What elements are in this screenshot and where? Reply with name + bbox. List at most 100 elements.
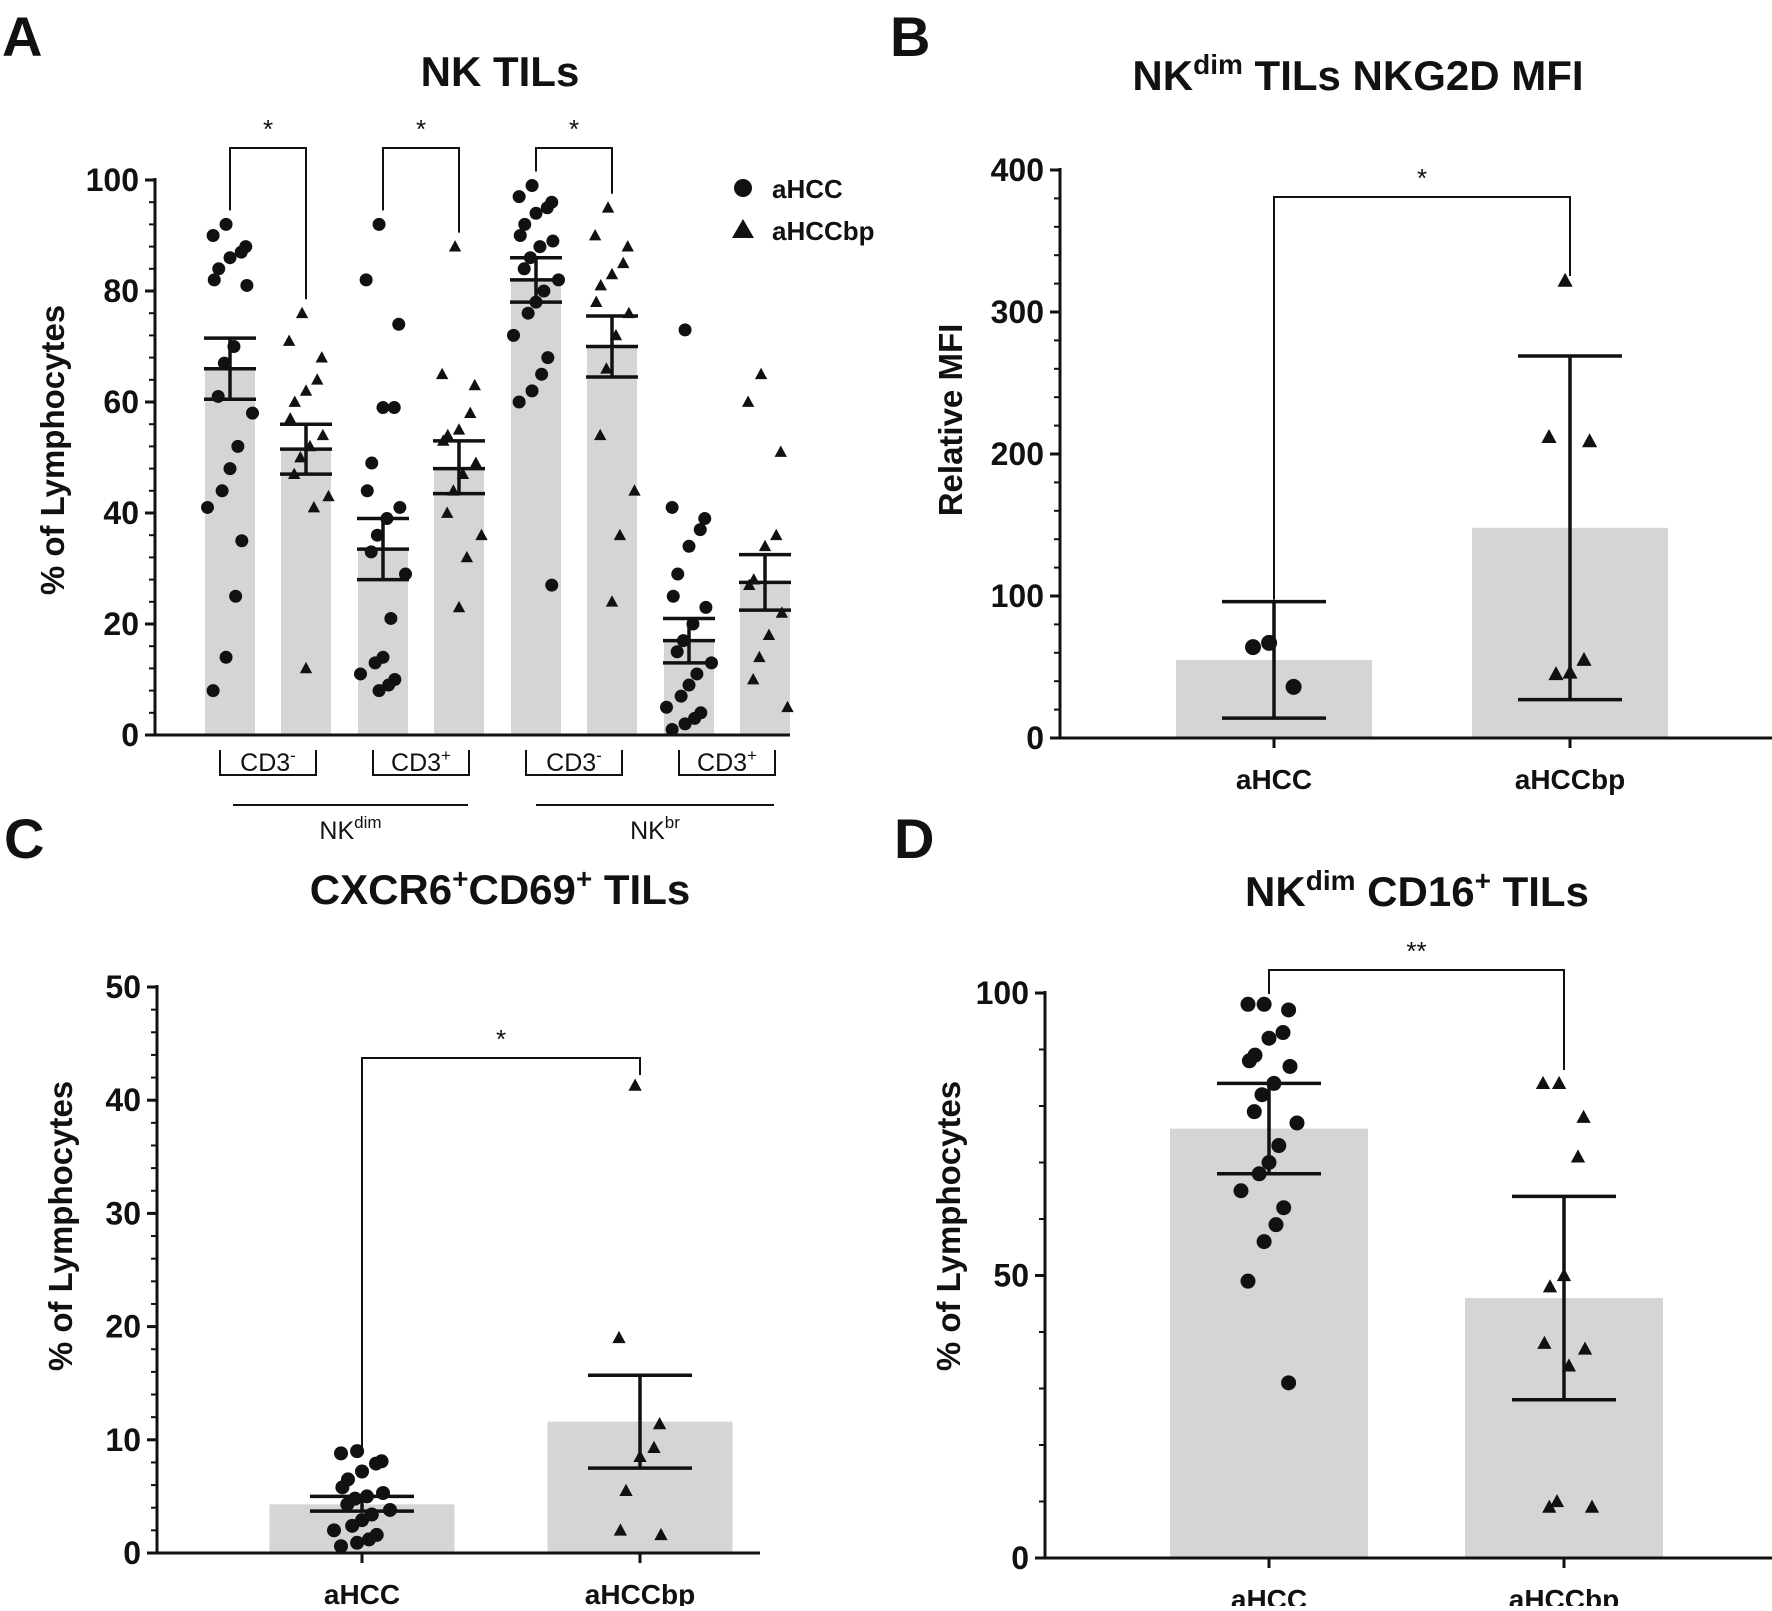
panel-a-point-ahcc [219, 217, 233, 231]
panel-a-point-ahcc [671, 567, 685, 581]
panel-a-point-ahcc [523, 251, 537, 265]
panel-a-point-ahcc [665, 722, 679, 736]
panel-b-point-ahccbp [1548, 666, 1564, 681]
panel-a-point-ahccbp [762, 628, 776, 640]
panel-a-point-ahcc [392, 317, 406, 331]
panel-d-point-ahcc [1240, 996, 1256, 1012]
panel-d-point-ahcc [1241, 1053, 1257, 1069]
legend-label-ahcc: aHCC [772, 174, 843, 204]
panel-a-point-ahcc [399, 567, 412, 581]
panel-a-category-label: CD3- [240, 746, 296, 777]
panel-d-point-ahccbp [1570, 1149, 1586, 1163]
panel-d-point-ahcc [1256, 996, 1272, 1012]
panel-d-point-ahcc [1282, 1058, 1298, 1074]
panel-a-point-ahcc [525, 179, 539, 193]
panel-a-point-ahccbp [609, 328, 623, 341]
legend-label-ahccbp: aHCCbp [772, 216, 875, 246]
panel-letter-d: D [894, 807, 934, 870]
panel-a-point-ahcc [665, 500, 679, 514]
panel-c-point-ahccbp [647, 1440, 661, 1453]
panel-a-ylabel: % of Lymphocytes [34, 305, 71, 595]
panel-a-point-ahccbp [770, 528, 783, 541]
panel-a-point-ahccbp [775, 606, 789, 618]
panel-d-point-ahccbp [1584, 1499, 1600, 1513]
panel-a-point-ahcc [517, 262, 531, 276]
panel-d-point-ahcc [1261, 1030, 1277, 1046]
panel-a-point-ahcc [513, 229, 527, 242]
panel-d-title: NKdim CD16+ TILs [1245, 865, 1589, 915]
panel-c-point-ahcc [362, 1532, 376, 1547]
panel-b-point-ahccbp [1557, 272, 1573, 287]
panel-a-point-ahcc [540, 201, 554, 215]
panel-b-chart: 0 100 200 300 400 aHCC aHCCbp * [991, 152, 1772, 795]
panel-a-point-ahcc [219, 650, 233, 664]
panel-a-category-label: CD3- [546, 746, 602, 777]
panel-a-point-ahccbp [295, 306, 309, 319]
panel-d-point-ahcc [1254, 1087, 1270, 1103]
panel-c-point-ahcc [335, 1480, 350, 1495]
panel-a-ytick-label: 0 [121, 717, 139, 753]
panel-a-category-bracket [372, 750, 470, 776]
panel-a-ytick-label: 60 [103, 384, 139, 420]
panel-c-point-ahcc [376, 1486, 390, 1501]
panel-b-ytick-label: 0 [1026, 720, 1044, 756]
panel-a-bar-2 [281, 449, 331, 735]
panel-d-point-ahccbp [1561, 1358, 1577, 1372]
panel-a-point-ahcc [705, 656, 718, 670]
panel-a-point-ahcc [552, 273, 565, 287]
panel-c-point-ahcc [334, 1446, 348, 1461]
panel-a-point-ahccbp [316, 428, 330, 441]
panel-a-point-ahccbp [452, 423, 466, 435]
panel-b-point-ahccbp [1582, 433, 1598, 448]
panel-a-point-ahcc [384, 611, 398, 625]
panel-d-point-ahcc [1281, 1375, 1297, 1391]
panel-c-point-ahcc [359, 1489, 374, 1504]
panel-a-point-ahccbp [747, 673, 760, 685]
panel-a-point-ahcc [537, 284, 551, 298]
panel-b-ytick-label: 200 [991, 436, 1044, 472]
panel-letter-a: A [2, 5, 42, 68]
panel-a-point-ahccbp [294, 451, 307, 463]
panel-a-point-ahcc [231, 439, 245, 453]
panel-a-point-ahcc [235, 534, 249, 548]
panel-c-ytick-label: 0 [123, 1535, 141, 1571]
panel-a-point-ahccbp [299, 661, 313, 674]
panel-a-point-ahccbp [315, 351, 328, 363]
panel-a-group-label: NKdim [319, 813, 381, 845]
panel-letter-b: B [890, 5, 930, 68]
panel-a-point-ahcc [533, 240, 547, 254]
panel-a-point-ahcc [512, 190, 526, 204]
panel-b-ytick-label: 400 [991, 152, 1044, 188]
panel-a-point-ahcc [546, 234, 560, 248]
panel-a-point-ahcc [246, 406, 259, 420]
panel-a-point-ahcc [670, 645, 684, 659]
panel-c-xtick-label: aHCCbp [585, 1579, 695, 1606]
panel-a-point-ahcc [211, 389, 225, 403]
panel-c-title: CXCR6+CD69+ TILs [310, 863, 691, 913]
panel-a-chart: 0 20 40 60 80 100 CD3- CD3+ CD3- CD3+ NKdim NKbr * * * [86, 114, 794, 845]
panel-a-group-label: NKbr [630, 813, 680, 845]
panel-b-point-ahcc [1245, 639, 1261, 656]
panel-a-point-ahcc [678, 717, 692, 731]
panel-a-point-ahcc [364, 545, 378, 559]
panel-c-ytick-label: 20 [105, 1309, 141, 1345]
panel-a-point-ahccbp [601, 201, 615, 213]
panel-d-xtick-label: aHCC [1231, 1584, 1307, 1606]
panel-a-point-ahcc [507, 328, 520, 342]
panel-a-point-ahccbp [600, 362, 613, 374]
panel-d-chart: 0 50 100 aHCC aHCCbp ** [976, 936, 1772, 1611]
panel-a-point-ahcc [678, 323, 692, 337]
panel-a-point-ahccbp [307, 500, 321, 513]
panel-b-xtick-label: aHCC [1236, 764, 1312, 795]
panel-a-category-label: CD3+ [697, 746, 757, 777]
panel-a-point-ahccbp [456, 467, 470, 480]
panel-a-point-ahcc [676, 634, 690, 648]
panel-a-point-ahccbp [617, 256, 630, 269]
panel-a-point-ahcc [525, 384, 539, 398]
panel-c-point-ahcc [334, 1539, 348, 1554]
panel-a-point-ahcc [360, 484, 374, 498]
panel-a-significance-bracket [535, 147, 613, 194]
panel-c-ytick-label: 40 [105, 1082, 141, 1118]
panel-a-significance-bracket [229, 147, 307, 300]
panel-a-point-ahcc [529, 206, 543, 220]
